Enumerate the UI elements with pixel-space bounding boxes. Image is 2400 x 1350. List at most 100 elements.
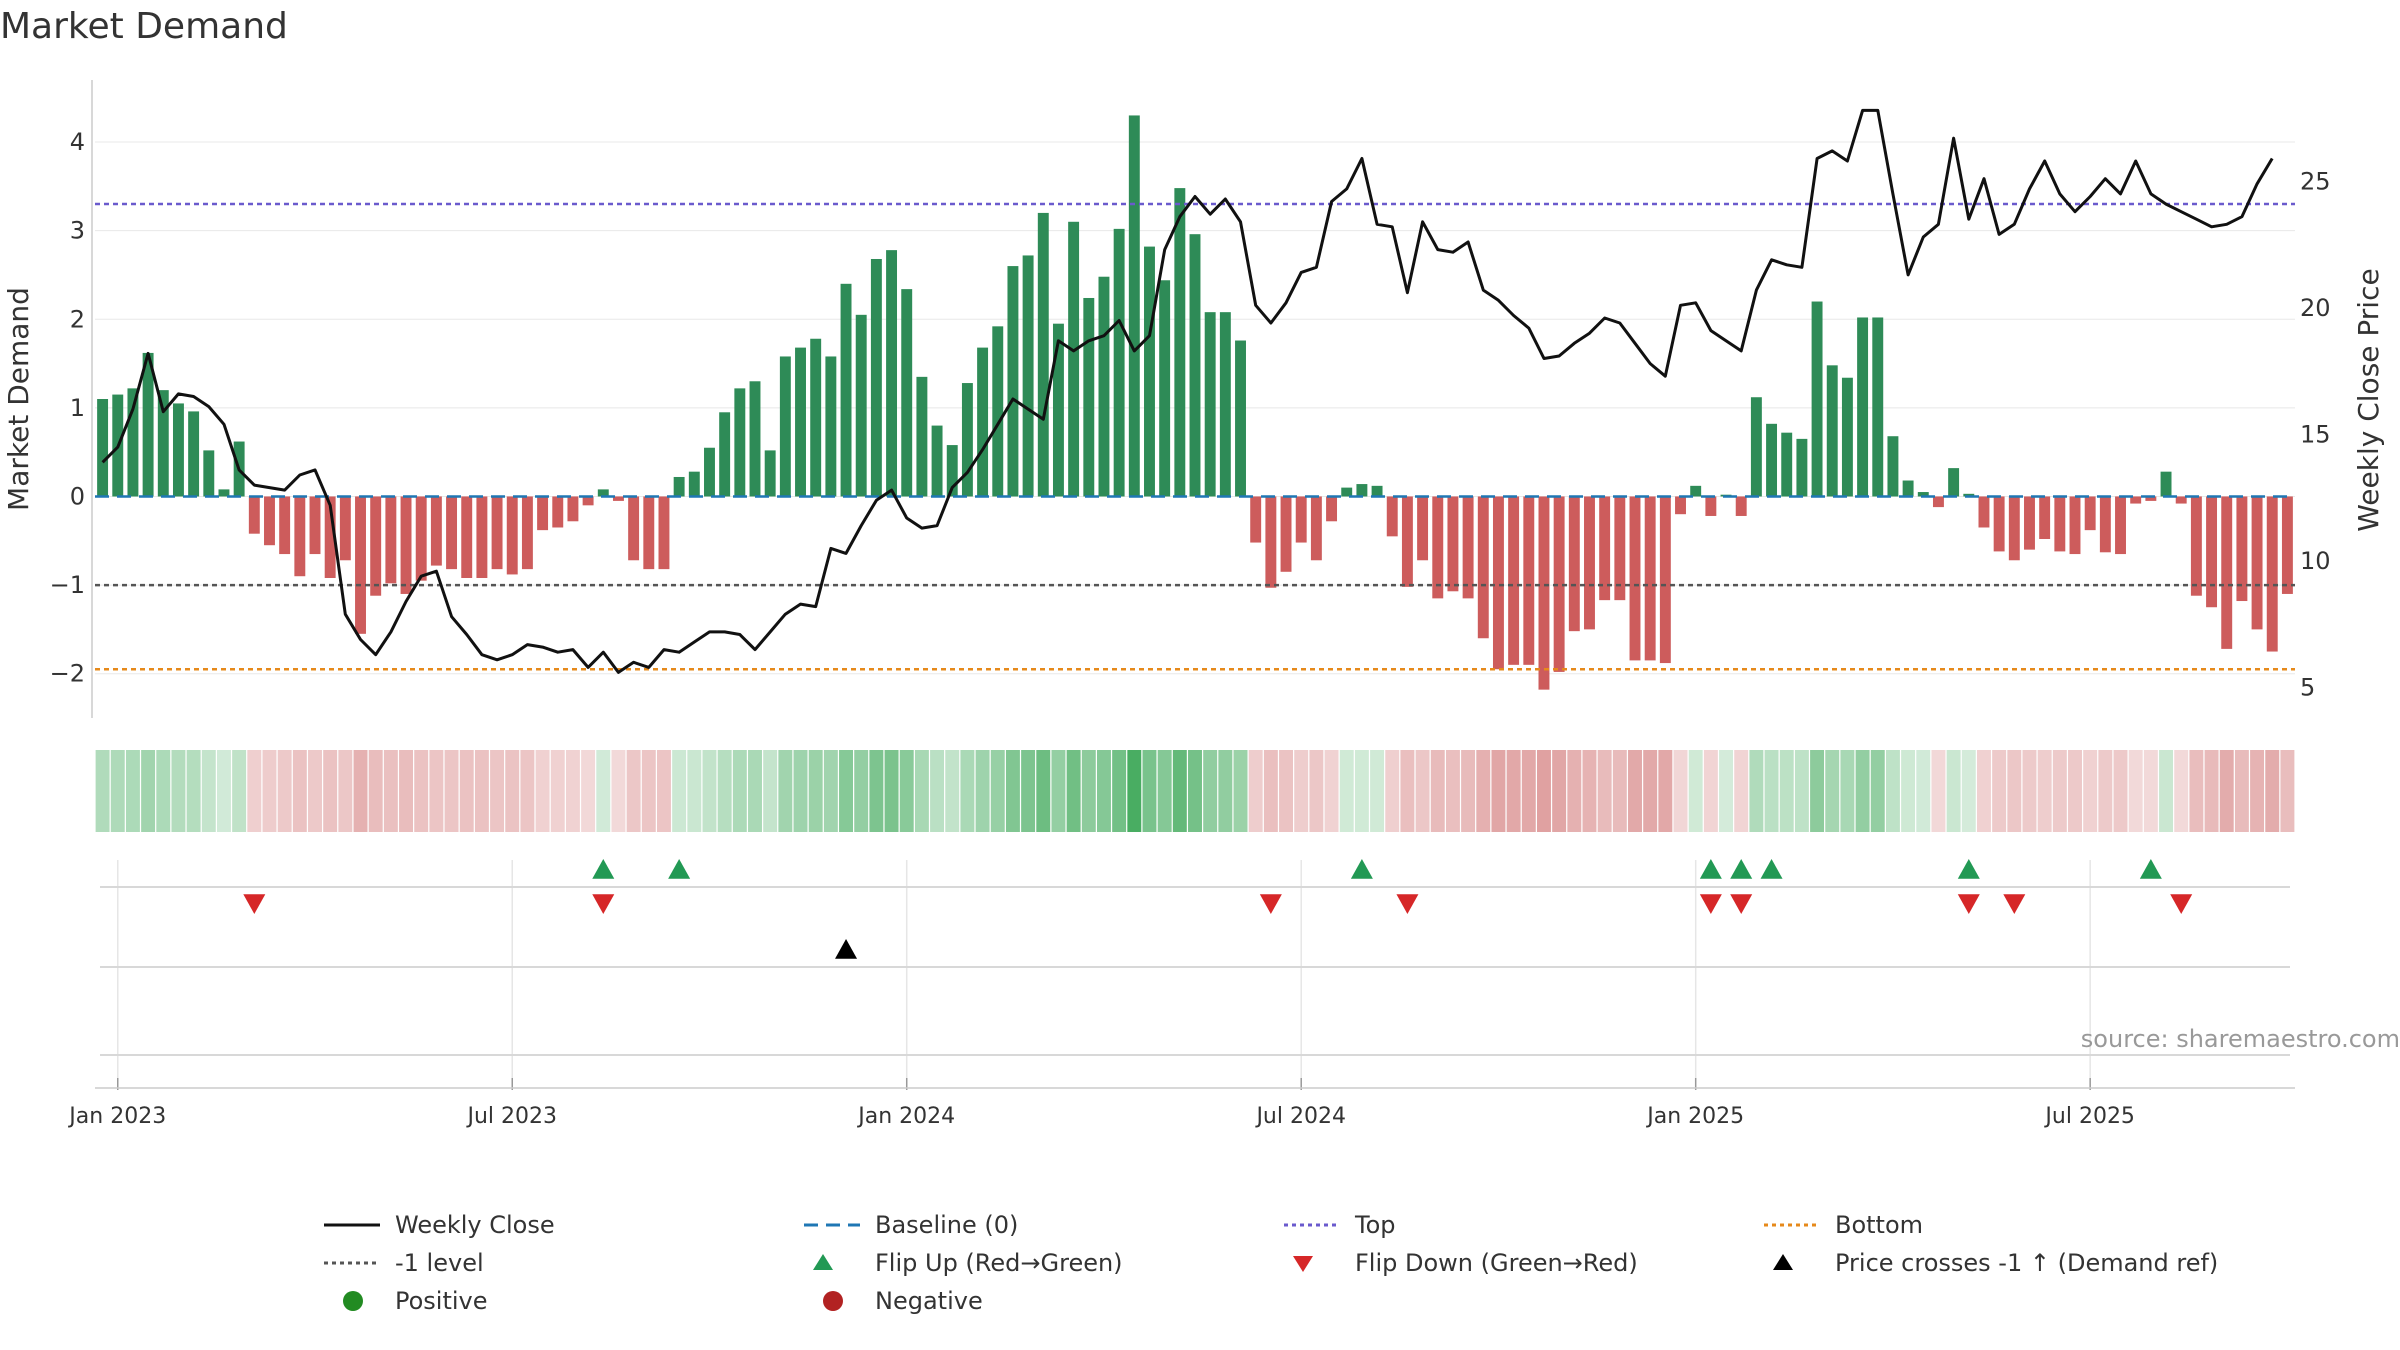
heat-cell [2128,750,2143,832]
heat-cell [399,750,414,832]
heat-cell [748,750,762,832]
demand-bar [1356,484,1368,497]
heat-cell [823,750,838,832]
demand-bar [2160,471,2172,497]
demand-bar [2099,496,2111,553]
weekly-close-line [101,108,2274,674]
heat-cell [201,750,216,832]
heat-cell [186,750,201,832]
demand-bar [1280,496,1292,572]
heat-cell [2189,750,2204,832]
flip-down-marker [1396,894,1419,914]
demand-bar [1417,496,1429,561]
demand-bar [491,496,503,570]
heat-cell [1203,750,1218,832]
heat-cell [490,750,505,832]
demand-bar [597,489,609,497]
heat-cell [1096,750,1111,832]
legend-label: -1 level [395,1249,484,1277]
demand-bar [172,403,184,497]
demand-bar [1978,496,1990,528]
demand-bar [355,496,366,634]
demand-bar [1265,496,1277,588]
demand-bar [1781,432,1793,497]
heat-cell [232,750,247,832]
flip-up-marker [1730,859,1753,879]
heat-cell [1597,750,1612,832]
demand-bar [476,496,488,578]
heat-cell [1567,750,1582,832]
demand-bar [1826,365,1838,497]
y2-tick-label: 15 [2300,420,2331,448]
heat-cell [216,750,231,832]
demand-bar [1568,496,1580,632]
flip-down-marker [2170,894,2193,914]
heat-cell [1021,750,1036,832]
heat-cell [1081,750,1096,832]
heat-cell [1476,750,1491,832]
demand-bar [1098,276,1110,497]
demand-bar [1766,423,1778,497]
demand-bar [1295,496,1307,543]
heat-cell [2007,750,2022,832]
heat-cell [1931,750,1946,832]
heat-cell [1840,750,1855,832]
heat-cell [1703,750,1718,832]
heat-cell [2250,750,2265,832]
heat-cell [156,750,171,832]
demand-bar [688,471,700,497]
heat-cell [1992,750,2007,832]
heat-cell [1142,750,1157,832]
heat-cell [368,750,383,832]
demand-bar [2251,496,2263,630]
heat-cell [1491,750,1506,832]
demand-bar [1932,496,1944,508]
heat-cell [1400,750,1415,832]
demand-bar [279,496,291,555]
demand-bar [1917,492,1929,497]
y2-tick-label: 20 [2300,294,2331,322]
heat-cell [914,750,929,832]
demand-bar [2039,496,2051,540]
demand-bar [1857,317,1869,497]
heat-cell [717,750,732,832]
flip-up-marker [1957,859,1980,879]
demand-bar [552,496,564,528]
demand-bar [2221,496,2233,649]
heat-cell [945,750,960,832]
y-tick-label: 3 [70,217,85,245]
y2-tick-label: 10 [2300,547,2331,575]
heat-cell [550,750,565,832]
heat-cell [95,750,110,832]
heat-cell [702,750,717,832]
heat-cell [1263,750,1278,832]
heat-cell [884,750,899,832]
flip-down-marker [592,894,615,914]
heat-cell [1673,750,1688,832]
heat-cell [292,750,307,832]
heat-cell [2159,750,2174,832]
heat-cell [839,750,854,832]
demand-bar [1538,496,1550,690]
demand-bar [1902,480,1914,497]
demand-bar [992,326,1004,497]
legend-label: Flip Up (Red→Green) [875,1249,1123,1277]
demand-bar [628,496,640,561]
heat-cell [1764,750,1779,832]
demand-bar [1735,496,1747,516]
demand-bar [1675,496,1686,515]
demand-bar [1159,280,1171,497]
heat-cell [2068,750,2082,832]
heat-cell [1066,750,1081,832]
heat-cell [1309,750,1324,832]
heat-cell [1643,750,1658,832]
heat-cell [1385,750,1400,832]
flip-up-marker [668,859,691,879]
demand-bar [1037,212,1049,497]
demand-bar [2024,496,2035,550]
heat-cell [1005,750,1020,832]
demand-bar [385,496,397,584]
demand-bar [2281,496,2293,594]
legend-label: Flip Down (Green→Red) [1355,1249,1638,1277]
